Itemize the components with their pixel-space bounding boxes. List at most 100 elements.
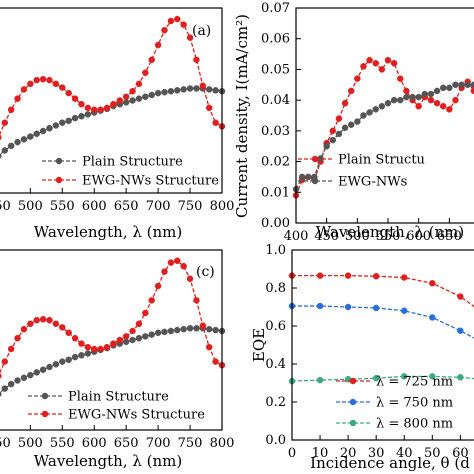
data-point bbox=[1, 385, 9, 392]
data-point bbox=[316, 302, 324, 310]
y-tick-label: 0.02 bbox=[261, 155, 290, 170]
legend-marker bbox=[349, 398, 357, 406]
data-point bbox=[116, 97, 124, 104]
data-point bbox=[193, 325, 200, 332]
data-point bbox=[7, 380, 15, 388]
data-point bbox=[122, 99, 130, 106]
data-point bbox=[110, 100, 117, 108]
data-point bbox=[415, 93, 422, 101]
data-point bbox=[212, 326, 219, 334]
data-point bbox=[71, 95, 79, 102]
data-point bbox=[154, 282, 162, 290]
data-point bbox=[397, 96, 404, 104]
y-tick-label: 0.0 bbox=[265, 433, 286, 448]
data-point bbox=[329, 127, 337, 135]
panel-label: (c) bbox=[196, 264, 215, 280]
data-point bbox=[167, 88, 175, 95]
data-point bbox=[103, 104, 111, 112]
data-point bbox=[0, 153, 2, 159]
x-tick-label: 500 bbox=[18, 199, 43, 214]
data-point bbox=[129, 327, 136, 335]
data-point bbox=[344, 272, 352, 279]
series-line bbox=[0, 87, 223, 156]
y-tick-label: 0.00 bbox=[261, 216, 290, 231]
x-tick-label: 650 bbox=[437, 229, 462, 244]
data-point bbox=[397, 75, 404, 82]
legend-marker bbox=[311, 155, 319, 163]
x-tick-label: 450 bbox=[0, 436, 11, 451]
x-tick-label: 600 bbox=[406, 229, 431, 244]
data-point bbox=[347, 121, 355, 128]
x-tick-label: 550 bbox=[376, 229, 401, 244]
data-point bbox=[180, 262, 187, 270]
data-point bbox=[14, 377, 21, 384]
legend: Plain Structure EWG-NWs Structure bbox=[42, 155, 219, 189]
legend-marker bbox=[55, 176, 63, 184]
data-point bbox=[186, 275, 194, 283]
x-tick-label: 750 bbox=[178, 199, 203, 214]
data-point bbox=[372, 272, 380, 280]
y-axis-label: EQE bbox=[250, 328, 268, 362]
legend-label: λ = 725 nm bbox=[376, 375, 453, 390]
data-point bbox=[174, 257, 181, 265]
data-point bbox=[193, 56, 200, 64]
data-point bbox=[7, 106, 15, 113]
x-tick-label: 700 bbox=[146, 199, 171, 214]
x-tick-label: 50 bbox=[424, 446, 441, 461]
data-point bbox=[142, 69, 149, 76]
data-point bbox=[174, 87, 181, 94]
data-point bbox=[464, 81, 471, 89]
panel-a: 450 500 550 600 650 700 750 800 Wavelength, λ (… bbox=[0, 7, 234, 241]
data-point bbox=[205, 86, 213, 93]
data-point bbox=[429, 314, 436, 321]
data-point bbox=[354, 75, 361, 82]
data-point bbox=[366, 109, 373, 116]
data-point bbox=[39, 127, 47, 135]
data-point bbox=[193, 85, 200, 92]
data-point bbox=[20, 325, 28, 333]
data-point bbox=[335, 115, 343, 122]
x-tick-label: 40 bbox=[396, 446, 413, 461]
data-point bbox=[52, 320, 60, 328]
data-point bbox=[33, 130, 40, 138]
x-tick-label: 550 bbox=[50, 199, 75, 214]
data-point bbox=[433, 87, 441, 95]
data-point bbox=[0, 373, 2, 379]
data-point bbox=[180, 325, 187, 333]
data-point bbox=[212, 358, 219, 365]
data-point bbox=[167, 327, 175, 335]
data-point bbox=[446, 84, 453, 92]
y-tick-label: 0.8 bbox=[265, 281, 286, 296]
x-tick-label: 600 bbox=[82, 436, 107, 451]
x-tick-label: 500 bbox=[18, 436, 43, 451]
data-point bbox=[52, 361, 60, 368]
data-point bbox=[329, 136, 337, 144]
panel-label: (a) bbox=[192, 23, 211, 39]
data-point bbox=[78, 112, 85, 120]
data-point bbox=[452, 96, 459, 104]
data-point bbox=[27, 133, 34, 140]
data-point bbox=[199, 322, 207, 329]
data-point bbox=[458, 81, 465, 89]
data-point bbox=[122, 93, 130, 101]
data-point bbox=[415, 103, 422, 110]
data-point bbox=[446, 106, 453, 113]
data-point bbox=[421, 90, 429, 98]
data-point bbox=[97, 345, 104, 353]
y-tick-label: 0.03 bbox=[261, 124, 290, 139]
data-point bbox=[129, 336, 136, 344]
data-point bbox=[167, 17, 175, 25]
data-point bbox=[323, 142, 330, 150]
data-point bbox=[0, 391, 2, 397]
data-point bbox=[400, 307, 408, 315]
data-point bbox=[1, 147, 9, 154]
data-point bbox=[186, 325, 194, 332]
data-point bbox=[199, 82, 207, 89]
y-tick-label: 0.06 bbox=[261, 32, 290, 47]
data-point bbox=[347, 87, 355, 95]
data-point bbox=[7, 142, 15, 150]
legend-marker bbox=[349, 377, 357, 385]
data-point bbox=[205, 343, 213, 351]
data-point bbox=[84, 104, 92, 112]
